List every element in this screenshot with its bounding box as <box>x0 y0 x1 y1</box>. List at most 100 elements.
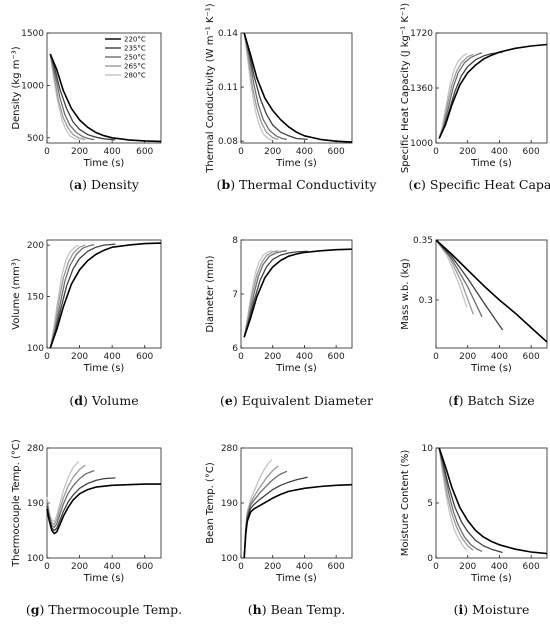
series-line <box>435 239 474 315</box>
series-line <box>438 447 548 555</box>
panel-c: 0 200 400 600 1000 1360 1720 Time (s) Specific H… <box>400 3 550 192</box>
series-line <box>243 250 273 338</box>
panel-caption: (g) Thermocouple Temp. <box>26 602 182 617</box>
x-tick-label: 0 <box>238 352 244 362</box>
y-tick-label: 10 <box>422 444 434 454</box>
x-tick-label: 200 <box>459 562 476 572</box>
x-tick-label: 200 <box>264 562 281 572</box>
caption-text: Equivalent Diameter <box>242 393 373 408</box>
series-line <box>243 483 353 559</box>
x-tick-label: 600 <box>136 562 153 572</box>
panel-caption: (a) Density <box>69 177 140 192</box>
series-line <box>49 244 86 349</box>
panel-caption: (d) Volume <box>69 393 138 408</box>
panel-g: 0 200 400 600 100 190 280 Time (s) Thermocouple … <box>11 439 182 617</box>
caption-text: Thermocouple Temp. <box>48 602 182 617</box>
series-line <box>46 477 116 532</box>
caption-letter: g <box>31 602 40 617</box>
x-tick-label: 0 <box>433 352 439 362</box>
series-line <box>243 32 308 141</box>
caption-letter: e <box>225 393 233 408</box>
x-axis-label: Time (s) <box>275 573 317 584</box>
panel-caption: (e) Equivalent Diameter <box>220 393 373 408</box>
caption-text: Density <box>91 177 140 192</box>
caption-letter: b <box>221 177 230 192</box>
series-line <box>49 243 95 349</box>
y-tick-label: 500 <box>27 134 44 144</box>
plot-frame <box>46 32 162 144</box>
caption-open: ( <box>448 393 453 408</box>
series-line <box>49 53 79 141</box>
x-tick-label: 400 <box>104 352 121 362</box>
x-tick-label: 400 <box>104 147 121 157</box>
x-axis-label: Time (s) <box>83 158 125 169</box>
y-axis-label: Specific Heat Capacity (J kg⁻¹ K⁻¹) <box>400 3 411 173</box>
series-line <box>243 470 288 559</box>
x-axis-label: Time (s) <box>470 573 512 584</box>
panel-caption: (h) Bean Temp. <box>248 602 346 617</box>
y-axis-label: Moisture Content (%) <box>400 450 411 557</box>
x-tick-label: 0 <box>44 147 50 157</box>
x-tick-label: 600 <box>328 562 345 572</box>
y-tick-label: 1000 <box>21 81 44 91</box>
x-tick-label: 400 <box>296 562 313 572</box>
series-line <box>438 52 483 139</box>
caption-open: ( <box>26 602 31 617</box>
legend-label: 250°C <box>124 54 146 62</box>
caption-text: Specific Heat Capacity <box>430 177 550 192</box>
series-line <box>438 43 548 139</box>
caption-close: ) <box>230 177 239 192</box>
y-axis-label: Density (kg m⁻³) <box>11 46 22 129</box>
y-tick-label: 280 <box>221 444 238 454</box>
caption-text: Batch Size <box>467 393 534 408</box>
series-line <box>243 248 353 338</box>
panel-a: 0 200 400 600 500 1000 1500 Time (s) Density (kg… <box>11 29 162 192</box>
x-tick-label: 0 <box>238 147 244 157</box>
y-tick-label: 0.11 <box>218 83 238 93</box>
panel-caption: (b) Thermal Conductivity <box>217 177 378 192</box>
series-line <box>438 447 483 552</box>
x-axis-label: Time (s) <box>83 573 125 584</box>
caption-open: ( <box>248 602 253 617</box>
plot-frame <box>435 239 548 349</box>
series-line <box>438 53 468 139</box>
series-line <box>435 239 504 331</box>
caption-close: ) <box>83 393 92 408</box>
x-tick-label: 400 <box>491 562 508 572</box>
x-tick-label: 200 <box>459 147 476 157</box>
series-line <box>243 32 279 141</box>
caption-letter: a <box>74 177 82 192</box>
y-tick-label: 100 <box>27 344 44 354</box>
caption-letter: c <box>413 177 421 192</box>
y-tick-label: 1360 <box>410 84 433 94</box>
x-tick-label: 600 <box>328 147 345 157</box>
x-tick-label: 600 <box>328 352 345 362</box>
y-tick-label: 0 <box>427 554 433 564</box>
y-tick-label: 1500 <box>21 29 44 39</box>
caption-text: Volume <box>91 393 139 408</box>
series-line <box>243 250 279 338</box>
x-tick-label: 600 <box>136 147 153 157</box>
panel-e: 0 200 400 600 6 7 8 Time (s) Diameter (mm) (e) Eq… <box>205 236 373 408</box>
y-axis-label: Mass w.b. (kg) <box>400 258 411 330</box>
series-line <box>46 483 161 535</box>
caption-close: ) <box>82 177 91 192</box>
x-tick-label: 0 <box>433 147 439 157</box>
caption-letter: h <box>253 602 262 617</box>
x-axis-label: Time (s) <box>275 363 317 374</box>
y-axis-label: Thermal Conductivity (W m⁻¹ K⁻¹) <box>205 3 216 173</box>
y-tick-label: 7 <box>232 290 238 300</box>
caption-letter: f <box>453 393 460 408</box>
series-line <box>46 469 95 529</box>
x-tick-label: 200 <box>459 352 476 362</box>
legend-label: 235°C <box>124 45 146 53</box>
y-axis-label: Volume (mm³) <box>11 258 22 330</box>
panel-caption: (f) Batch Size <box>448 393 534 408</box>
x-tick-label: 0 <box>433 562 439 572</box>
series-line <box>49 53 86 141</box>
y-tick-label: 280 <box>27 444 44 454</box>
series-line <box>243 32 288 141</box>
series-line <box>243 32 353 143</box>
caption-open: ( <box>409 177 414 192</box>
